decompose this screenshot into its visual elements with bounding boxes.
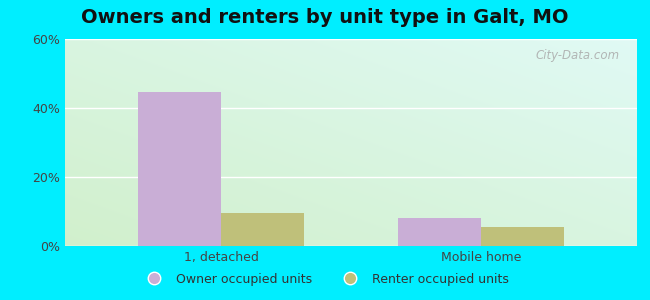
Bar [398, 218, 481, 246]
Legend: Owner occupied units, Renter occupied units: Owner occupied units, Renter occupied un… [136, 268, 514, 291]
Bar [221, 213, 304, 246]
Text: City-Data.com: City-Data.com [536, 50, 620, 62]
Bar [138, 92, 221, 246]
Bar [481, 227, 564, 246]
Text: Owners and renters by unit type in Galt, MO: Owners and renters by unit type in Galt,… [81, 8, 569, 27]
